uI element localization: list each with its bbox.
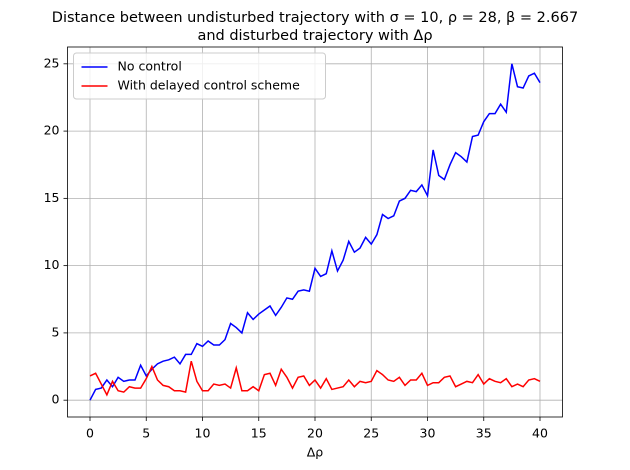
x-tick-label: 35 — [476, 426, 492, 441]
x-tick-label: 5 — [142, 426, 150, 441]
y-tick-label: 15 — [44, 190, 60, 205]
legend-box — [73, 52, 326, 100]
x-tick-label: 20 — [307, 426, 323, 441]
legend-label: With delayed control scheme — [118, 78, 301, 93]
data-line — [89, 63, 541, 401]
y-tick-label: 20 — [44, 123, 60, 138]
axes-frame — [67, 46, 563, 418]
y-tick-label: 0 — [52, 392, 60, 407]
chart-title: Distance between undisturbed trajectory … — [52, 10, 578, 26]
x-tick-label: 10 — [195, 426, 211, 441]
y-tick-label: 10 — [44, 257, 60, 272]
x-axis-label: Δρ — [307, 445, 324, 460]
chart-title: and disturbed trajectory with Δρ — [197, 28, 432, 44]
y-tick-label: 25 — [44, 55, 60, 70]
x-tick-label: 30 — [420, 426, 436, 441]
x-tick-label: 25 — [363, 426, 379, 441]
x-tick-label: 40 — [532, 426, 548, 441]
data-line — [89, 360, 541, 397]
x-tick-label: 0 — [86, 426, 94, 441]
x-tick-label: 15 — [251, 426, 267, 441]
y-tick-label: 5 — [52, 324, 60, 339]
legend-label: No control — [118, 59, 182, 74]
